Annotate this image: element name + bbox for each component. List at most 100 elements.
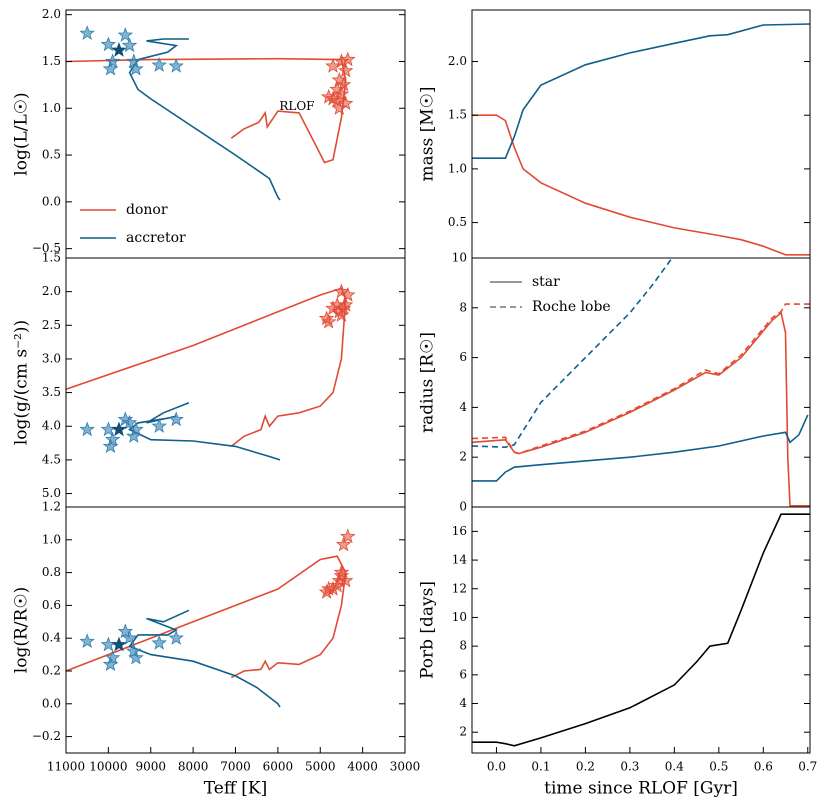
y-tick-label: 1.5	[448, 108, 467, 122]
star-point	[79, 25, 95, 41]
line	[472, 311, 810, 507]
y-axis-label: mass [M☉]	[418, 86, 438, 181]
star-point	[111, 636, 127, 652]
star-point	[104, 53, 121, 69]
y-tick-label: 1.0	[42, 532, 61, 546]
y-tick-label: 10	[452, 610, 467, 624]
star-point	[335, 536, 352, 552]
star-point	[333, 283, 350, 299]
line	[66, 555, 347, 679]
frame	[471, 506, 811, 754]
x-tick-label: 7000	[220, 760, 251, 774]
star-point	[111, 42, 127, 57]
x-tick-label: 6000	[263, 760, 294, 774]
y-tick-label: 3.5	[42, 385, 61, 399]
star-point	[102, 60, 119, 76]
x-tick-label: 0.7	[798, 760, 817, 774]
frame	[65, 257, 406, 508]
star-point	[121, 37, 138, 53]
star-point	[168, 411, 184, 427]
y-tick-label: 2.0	[42, 7, 61, 21]
y-tick-label: −0.5	[32, 241, 61, 255]
y-tick-label: 4.0	[42, 419, 61, 433]
y-tick-label: 8	[459, 639, 467, 653]
x-tick-label: 8000	[178, 760, 209, 774]
star-point	[321, 313, 337, 329]
y-tick-label: 2.5	[42, 318, 61, 332]
legend-label: donor	[126, 202, 168, 218]
x-tick-label: 5000	[305, 760, 336, 774]
star-point	[329, 92, 345, 108]
star-point	[104, 649, 121, 665]
star-point	[151, 57, 167, 72]
y-tick-label: 4	[459, 400, 467, 414]
star-point	[340, 528, 356, 544]
star-point	[335, 300, 352, 316]
star-point	[126, 53, 142, 69]
star-point	[318, 584, 335, 599]
plot-area	[66, 528, 356, 708]
line	[472, 414, 809, 482]
x-tick-label: 0.3	[620, 760, 639, 774]
legend-label: Roche lobe	[532, 299, 611, 315]
star-point	[340, 286, 356, 302]
star-point	[79, 421, 95, 437]
y-tick-label: 0	[459, 500, 467, 514]
x-tick-label: 3000	[390, 760, 421, 774]
star-point	[126, 643, 142, 658]
frame	[65, 506, 406, 754]
y-tick-label: 2	[459, 450, 467, 464]
star-point	[100, 36, 117, 52]
y-tick-label: 1.0	[448, 161, 467, 175]
x-tick-label: 0.2	[576, 760, 595, 774]
line	[472, 513, 810, 747]
y-axis-label: log(L/L☉)	[12, 92, 32, 175]
legend-label: accretor	[126, 230, 186, 246]
line	[66, 287, 347, 448]
y-tick-label: 10	[452, 251, 467, 265]
star-point	[151, 418, 167, 433]
y-tick-label: 5.0	[42, 486, 61, 500]
y-tick-label: 0.6	[42, 598, 61, 612]
y-tick-label: 2.0	[42, 284, 61, 298]
x-tick-label: 9000	[135, 760, 166, 774]
y-tick-label: 6	[459, 667, 467, 681]
y-tick-label: 0.2	[42, 664, 61, 678]
star-point	[117, 27, 134, 42]
line	[128, 38, 281, 201]
star-point	[337, 62, 354, 78]
star-point	[325, 58, 341, 73]
y-tick-label: 6	[459, 350, 467, 364]
y-tick-label: 4.5	[42, 452, 61, 466]
x-tick-label: 10000	[89, 760, 127, 774]
y-tick-label: 0.5	[42, 148, 61, 162]
y-tick-label: 1.5	[42, 251, 61, 265]
y-axis-label: log(g/(cm s⁻²))	[12, 320, 32, 445]
y-axis-label: radius [R☉]	[418, 332, 438, 433]
star-point	[111, 421, 127, 437]
y-tick-label: 0.8	[42, 565, 61, 579]
frame	[471, 9, 811, 259]
star-point	[151, 634, 167, 650]
star-point	[321, 88, 337, 104]
y-tick-label: 1.5	[42, 54, 61, 68]
x-tick-label: 0.4	[665, 760, 684, 774]
star-point	[121, 630, 138, 645]
star-point	[168, 58, 184, 73]
x-tick-label: 0.0	[487, 760, 506, 774]
frame	[65, 9, 406, 259]
y-tick-label: 1.0	[42, 101, 61, 115]
annotation: RLOF	[279, 99, 314, 113]
plot-area	[472, 258, 810, 507]
line	[128, 609, 281, 708]
plot-area	[66, 283, 356, 461]
line	[472, 114, 810, 256]
y-tick-label: 8	[459, 300, 467, 314]
star-point	[329, 296, 345, 312]
star-point	[128, 649, 144, 665]
x-axis-label: Teff [K]	[204, 779, 268, 799]
star-point	[337, 572, 354, 588]
x-tick-label: 0.1	[531, 760, 550, 774]
star-point	[331, 100, 348, 115]
star-point	[121, 414, 138, 430]
